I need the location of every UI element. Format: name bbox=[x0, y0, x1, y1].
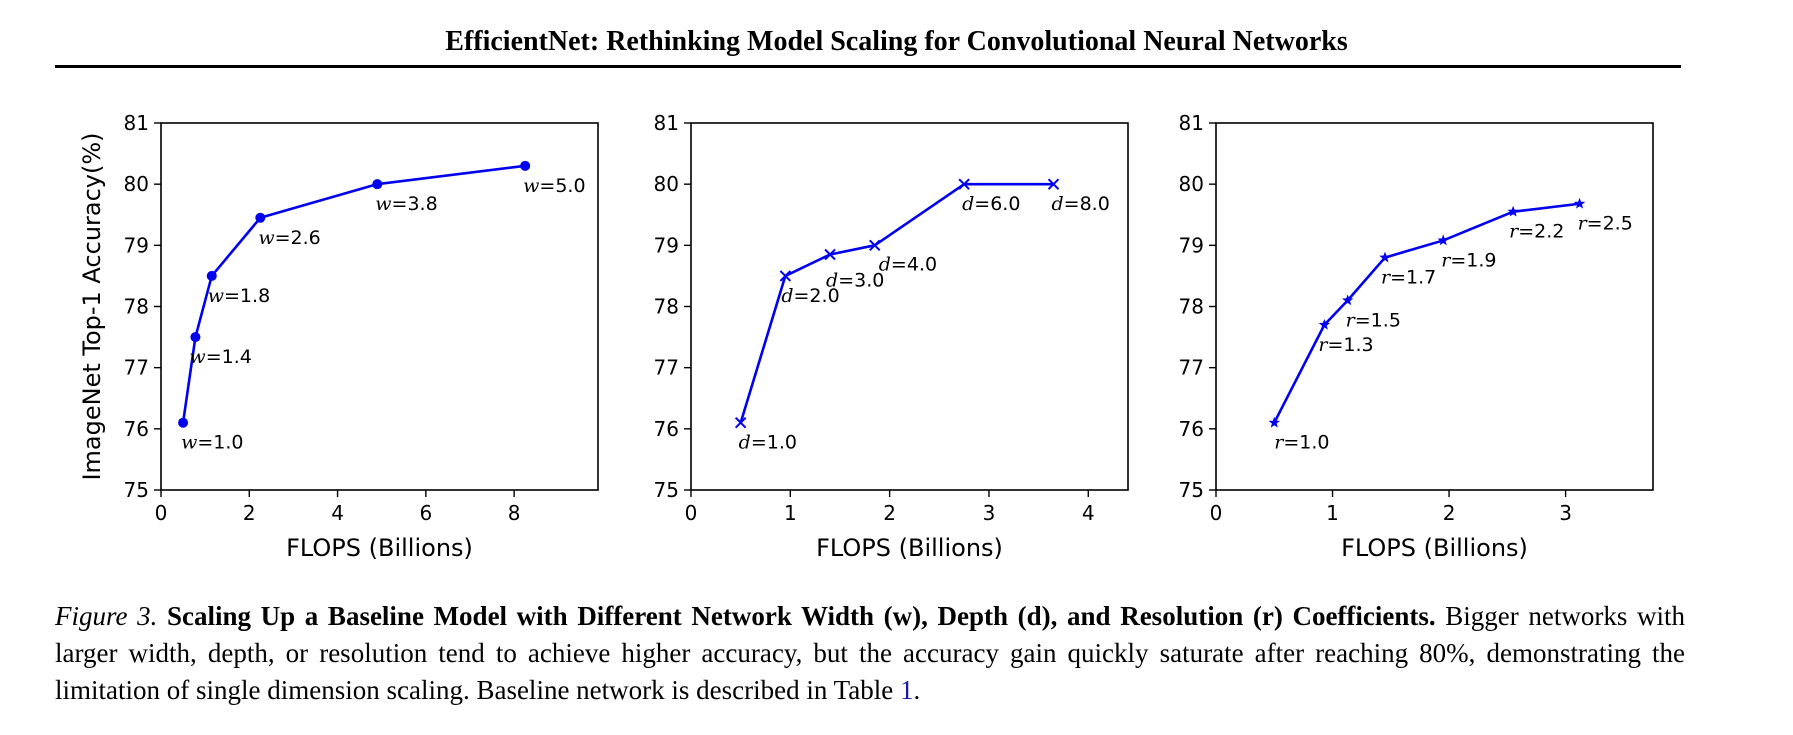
data-point bbox=[1379, 251, 1391, 263]
data-label: r=1.9 bbox=[1441, 249, 1496, 271]
data-label: d=8.0 bbox=[1052, 193, 1110, 215]
caption-table-ref-link[interactable]: 1 bbox=[899, 675, 914, 705]
data-point bbox=[520, 160, 531, 171]
data-point bbox=[1318, 318, 1331, 330]
y-tick-label: 77 bbox=[654, 356, 679, 380]
x-tick-label: 0 bbox=[1210, 501, 1223, 525]
data-label: r=1.5 bbox=[1346, 309, 1401, 331]
series-line bbox=[181, 164, 526, 423]
data-label: r=1.0 bbox=[1274, 432, 1329, 454]
x-tick-label: 6 bbox=[419, 501, 432, 525]
data-point bbox=[824, 248, 836, 261]
data-point bbox=[1573, 197, 1586, 209]
x-tick-label: 1 bbox=[1326, 501, 1339, 525]
y-tick-label: 78 bbox=[124, 295, 149, 319]
y-tick-label: 80 bbox=[1179, 172, 1204, 196]
data-label: r=2.2 bbox=[1509, 221, 1564, 243]
y-tick-label: 77 bbox=[1179, 356, 1204, 380]
data-point bbox=[1507, 205, 1519, 217]
y-tick-label: 75 bbox=[1179, 478, 1204, 502]
data-point bbox=[779, 270, 792, 282]
caption-title: Scaling Up a Baseline Model with Differe… bbox=[167, 601, 1436, 631]
data-label: r=1.3 bbox=[1318, 334, 1373, 356]
y-tick-label: 80 bbox=[654, 172, 679, 196]
data-label: r=1.7 bbox=[1381, 267, 1436, 289]
figure-caption: Figure 3. Scaling Up a Baseline Model wi… bbox=[55, 598, 1685, 709]
y-tick-label: 79 bbox=[124, 233, 149, 257]
y-tick-label: 78 bbox=[654, 295, 679, 319]
data-label: d=2.0 bbox=[781, 285, 839, 307]
data-point bbox=[1047, 178, 1060, 190]
series-line bbox=[739, 182, 1054, 424]
y-tick-label: 79 bbox=[1179, 233, 1204, 257]
y-tick-label: 76 bbox=[1179, 417, 1204, 441]
y-tick-label: 80 bbox=[124, 172, 149, 196]
x-tick-label: 4 bbox=[331, 501, 344, 525]
header-rule bbox=[55, 65, 1681, 68]
data-label: w=3.8 bbox=[375, 193, 437, 215]
y-axis-label: ImageNet Top-1 Accuracy(%) bbox=[78, 132, 106, 480]
y-tick-label: 81 bbox=[1179, 111, 1204, 135]
x-tick-label: 1 bbox=[784, 501, 797, 525]
y-tick-label: 75 bbox=[654, 478, 679, 502]
data-label: w=1.4 bbox=[189, 346, 251, 368]
data-label: d=3.0 bbox=[826, 270, 884, 292]
data-label: d=1.0 bbox=[739, 432, 797, 454]
data-label: w=5.0 bbox=[523, 175, 585, 197]
caption-end: . bbox=[913, 675, 921, 705]
x-tick-label: 2 bbox=[243, 501, 256, 525]
x-axis-label: FLOPS (Billions) bbox=[816, 534, 1003, 562]
caption-figure-label: Figure 3. bbox=[55, 601, 158, 631]
y-tick-label: 76 bbox=[654, 417, 679, 441]
caption-body: Bigger networks with larger width, depth… bbox=[55, 601, 1686, 705]
data-point bbox=[178, 417, 189, 428]
y-tick-label: 77 bbox=[124, 356, 149, 380]
x-tick-label: 3 bbox=[983, 501, 996, 525]
x-tick-label: 2 bbox=[883, 501, 896, 525]
x-tick-label: 4 bbox=[1082, 501, 1095, 525]
data-label: d=4.0 bbox=[879, 253, 937, 275]
y-tick-label: 75 bbox=[124, 478, 149, 502]
data-point bbox=[372, 179, 383, 190]
chart-resolution-scaling: 75 76 77 78 79 80 81 0 1 2 3 FLOPS (Billions) r=1.0 r… bbox=[1179, 111, 1654, 562]
data-point bbox=[734, 417, 747, 429]
paper-header-title: EfficientNet: Rethinking Model Scaling f… bbox=[445, 26, 1348, 57]
data-point bbox=[206, 270, 217, 281]
x-axis-label: FLOPS (Billions) bbox=[1341, 534, 1528, 562]
x-tick-label: 3 bbox=[1559, 501, 1572, 525]
x-axis-label: FLOPS (Billions) bbox=[286, 534, 473, 562]
data-label: w=2.6 bbox=[258, 227, 320, 249]
x-tick-label: 2 bbox=[1443, 501, 1456, 525]
chart-width-scaling: 75 76 77 78 79 80 81 0 2 4 6 8 FLOPS (Billions) Image… bbox=[78, 111, 599, 562]
data-label: r=2.5 bbox=[1578, 213, 1633, 235]
x-tick-label: 8 bbox=[508, 501, 521, 525]
data-label: d=6.0 bbox=[962, 193, 1020, 215]
y-tick-label: 79 bbox=[654, 233, 679, 257]
data-point bbox=[190, 332, 201, 343]
data-point bbox=[1341, 294, 1354, 306]
data-point bbox=[255, 212, 266, 223]
data-point bbox=[1437, 234, 1449, 246]
x-tick-label: 0 bbox=[155, 501, 168, 525]
y-tick-label: 81 bbox=[124, 111, 149, 135]
y-tick-label: 81 bbox=[654, 111, 679, 135]
data-label: w=1.0 bbox=[181, 432, 243, 454]
data-label: w=1.8 bbox=[208, 285, 270, 307]
chart-depth-scaling: 75 76 77 78 79 80 81 0 1 2 3 4 FLOPS (Billions) d=1.0… bbox=[654, 111, 1129, 562]
data-point bbox=[1268, 416, 1280, 428]
y-tick-label: 78 bbox=[1179, 295, 1204, 319]
y-tick-label: 76 bbox=[124, 417, 149, 441]
data-point bbox=[958, 178, 970, 190]
data-point bbox=[869, 239, 881, 252]
x-tick-label: 0 bbox=[685, 501, 698, 525]
